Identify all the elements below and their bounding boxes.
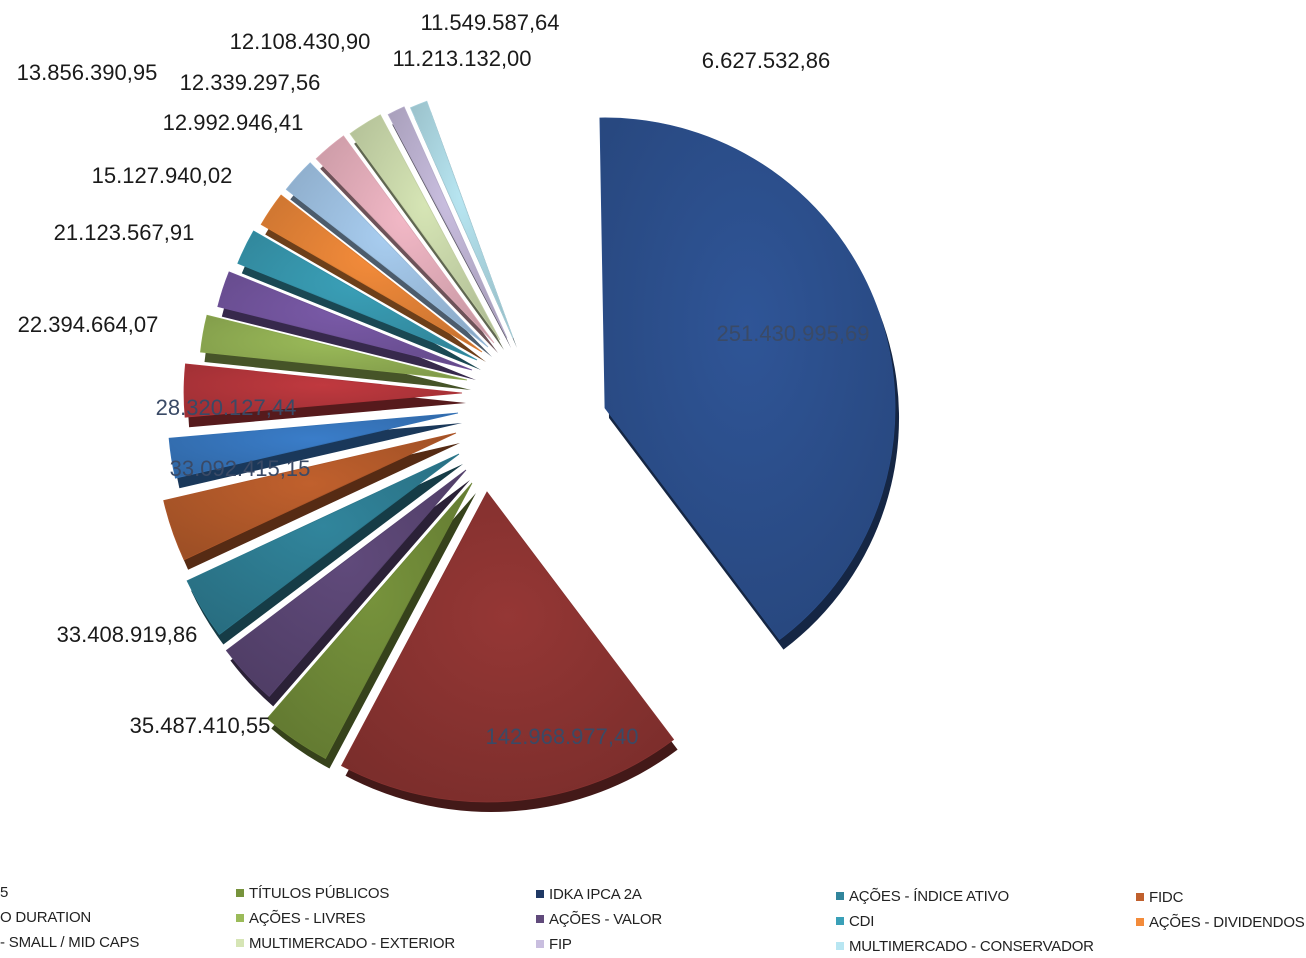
pie-value-labels: 251.430.995,69 142.968.977,40 35.487.410,5… [17,10,870,749]
data-label: 35.487.410,55 [130,713,271,738]
legend-item: AÇÕES - ÍNDICE ATIVO [836,888,1009,905]
pie-slice [315,135,495,344]
legend-label: TÍTULOS PÚBLICOS [249,885,390,902]
legend-item: AÇÕES - DIVIDENDOS [1136,914,1305,931]
pie-slice [225,469,467,697]
legend-label: CDI [849,913,875,930]
pie-slice [237,230,478,361]
data-label: 6.627.532,86 [702,48,830,73]
legend-label: FIP [549,936,572,953]
data-label: 15.127.940,02 [92,163,233,188]
legend-label: AÇÕES - LIVRES [249,910,366,927]
legend-item: MULTIMERCADO - CONSERVADOR [836,938,1094,955]
pie-slice [260,194,483,353]
legend-swatch [836,942,844,950]
legend-label: MULTIMERCADO - EXTERIOR [249,935,455,952]
legend-item: FIP [536,936,572,953]
data-label: 28.320.127,44 [156,395,297,420]
legend-swatch [1136,893,1144,901]
legend-swatch [836,892,844,900]
legend-swatch [1136,918,1144,926]
pie-slice [285,162,489,348]
pie-slice-side [173,423,462,489]
pie-slice [387,106,508,339]
data-label: 142.968.977,40 [486,724,639,749]
pie-slice [183,363,463,418]
pie-slice [409,100,514,339]
legend-label: O DURATION [0,909,92,926]
legend-label: IDKA IPCA 2A [549,886,642,903]
legend-label: AÇÕES - DIVIDENDOS [1149,914,1305,931]
legend-item: O DURATION [0,909,91,926]
legend-label: 5 [0,884,9,901]
pie-slice [163,432,457,561]
data-label: 33.408.919,86 [57,622,198,647]
data-label: 251.430.995,69 [717,321,870,346]
legend-item: IDKA IPCA 2A [536,886,642,903]
pie-slice [217,271,473,371]
pie-slice [186,453,460,636]
legend-swatch [536,890,544,898]
pie-slice [349,114,501,341]
data-label: 33.092.415,15 [170,456,311,481]
legend-item: - SMALL / MID CAPS [0,934,139,951]
legend-label: AÇÕES - VALOR [549,911,662,928]
pie-slice [200,314,468,381]
legend-label: AÇÕES - ÍNDICE ATIVO [849,888,1009,905]
data-label: 13.856.390,95 [17,60,158,85]
data-label: 12.108.430,90 [230,29,371,54]
legend-swatch [536,940,544,948]
pie-slice-side [167,443,460,570]
legend-swatch [236,939,244,947]
chart-legend: 5 O DURATION - SMALL / MID CAPS TÍTULOS … [0,880,1306,958]
pie-slice [599,117,896,641]
legend-label: FIDC [1149,889,1184,906]
legend-item: MULTIMERCADO - EXTERIOR [236,935,455,952]
data-label: 22.394.664,07 [18,312,159,337]
data-label: 21.123.567,91 [54,220,195,245]
legend-item: FIDC [1136,889,1183,906]
legend-label: - SMALL / MID CAPS [0,934,140,951]
legend-item: CDI [836,913,874,930]
data-label: 12.992.946,41 [163,110,304,135]
legend-swatch [536,915,544,923]
legend-label: MULTIMERCADO - CONSERVADOR [849,938,1094,955]
legend-item: AÇÕES - VALOR [536,911,662,928]
pie-slice [266,482,473,760]
pie-slices [163,100,900,813]
legend-item: AÇÕES - LIVRES [236,910,366,927]
pie-slice [340,491,675,803]
data-label: 12.339.297,56 [180,70,321,95]
legend-swatch [236,889,244,897]
pie-slice [168,412,459,479]
data-label: 11.549.587,64 [420,10,559,35]
legend-item: 5 [0,884,8,901]
legend-swatch [836,917,844,925]
legend-swatch [236,914,244,922]
data-label: 11.213.132,00 [392,46,531,71]
legend-item: TÍTULOS PÚBLICOS [236,885,389,902]
